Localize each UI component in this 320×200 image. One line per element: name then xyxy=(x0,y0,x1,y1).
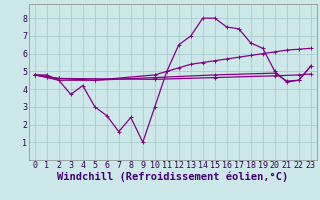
X-axis label: Windchill (Refroidissement éolien,°C): Windchill (Refroidissement éolien,°C) xyxy=(57,172,288,182)
